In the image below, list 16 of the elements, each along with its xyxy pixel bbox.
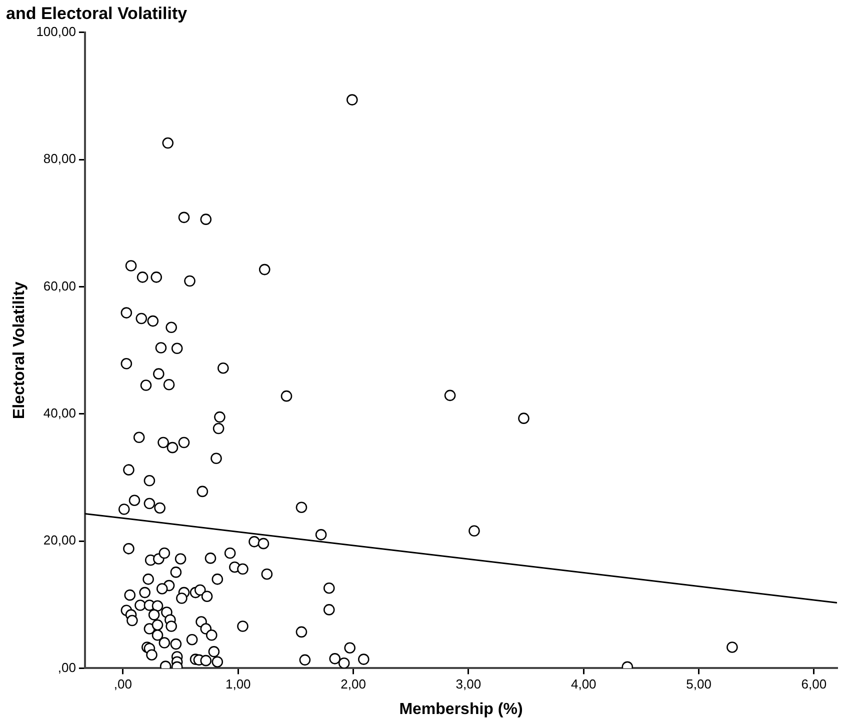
x-axis-title: Membership (%): [399, 700, 523, 718]
y-axis-title: Electoral Volatility: [11, 281, 28, 420]
y-tick-label: 60,00: [43, 278, 76, 294]
y-tick-label: 100,00: [36, 24, 76, 39]
x-tick-label: ,00: [114, 676, 132, 692]
x-tick-label: 5,00: [686, 676, 712, 692]
y-tick-label: 40,00: [43, 405, 76, 420]
y-tick-label: 20,00: [43, 532, 76, 548]
x-tick-label: 1,00: [225, 676, 251, 692]
x-tick-label: 4,00: [570, 676, 596, 692]
y-tick-label: 80,00: [43, 151, 76, 166]
x-tick-label: 3,00: [456, 676, 482, 692]
y-tick-label: ,00: [58, 660, 76, 675]
x-tick-label: 2,00: [340, 676, 366, 692]
x-tick-label: 6,00: [801, 676, 827, 692]
chart-title: and Electoral Volatility: [6, 4, 188, 23]
